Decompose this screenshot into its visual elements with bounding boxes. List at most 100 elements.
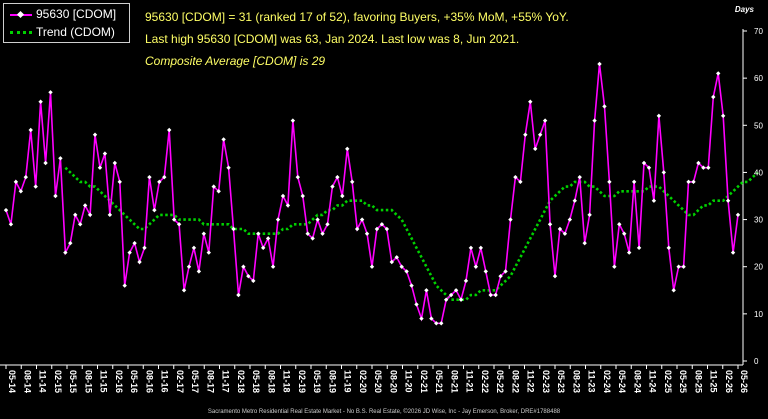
annotation-summary: 95630 [CDOM] = 31 (ranked 17 of 52), fav… <box>145 10 569 24</box>
cdom-point <box>419 316 424 321</box>
y-tick-label: 50 <box>754 121 763 130</box>
x-tick-label: 08-21 <box>449 370 459 393</box>
x-tick-label: 05-20 <box>373 370 383 393</box>
x-tick-label: 05-17 <box>190 370 200 393</box>
cdom-point <box>379 222 385 227</box>
x-tick-label: 11-17 <box>221 370 231 393</box>
x-tick-label: 02-19 <box>297 370 307 393</box>
cdom-point <box>53 193 58 199</box>
cdom-point <box>340 193 345 199</box>
x-tick-label: 02-17 <box>175 370 185 393</box>
cdom-point <box>236 292 241 298</box>
cdom-point <box>666 245 671 251</box>
cdom-point <box>453 288 459 293</box>
x-tick-label: 05-25 <box>678 370 688 393</box>
cdom-point <box>473 264 479 269</box>
x-axis-ticks: 05-14 08-14 11-14 02-15 05-15 08-15 11-15 02-16… <box>5 365 749 393</box>
cdom-point <box>681 264 686 269</box>
cdom-point <box>18 189 24 194</box>
cdom-point <box>77 222 83 227</box>
cdom-point <box>686 179 691 185</box>
x-tick-label: 02-18 <box>236 370 246 393</box>
cdom-point <box>320 231 325 236</box>
cdom-point <box>265 236 271 241</box>
x-tick-label: 11-23 <box>587 370 597 393</box>
x-tick-label: 02-22 <box>480 370 490 393</box>
cdom-point <box>305 231 310 236</box>
cdom-point <box>696 160 701 166</box>
x-tick-label: 05-14 <box>7 370 17 393</box>
cdom-point <box>602 104 607 109</box>
x-tick-label: 05-15 <box>68 370 78 393</box>
cdom-point <box>468 245 474 251</box>
cdom-point <box>567 217 573 222</box>
x-tick-label: 02-21 <box>419 370 429 393</box>
cdom-point <box>350 179 355 185</box>
cdom-point <box>117 179 122 185</box>
y-tick-label: 0 <box>754 357 759 366</box>
x-tick-label: 02-24 <box>602 370 612 393</box>
cdom-point <box>528 99 533 104</box>
cdom-series <box>3 61 741 326</box>
x-tick-label: 08-16 <box>144 370 154 393</box>
cdom-point <box>646 165 652 170</box>
cdom-point <box>720 113 726 119</box>
cdom-point <box>211 184 216 189</box>
cdom-point <box>181 288 187 293</box>
cdom-point <box>226 165 231 170</box>
cdom-point <box>458 297 464 302</box>
legend-label-trend: Trend (CDOM) <box>36 25 115 39</box>
x-tick-label: 11-20 <box>404 370 414 393</box>
chart-legend: 95630 [CDOM] Trend (CDOM) <box>3 3 130 43</box>
cdom-point <box>389 259 394 265</box>
cdom-point <box>186 264 192 269</box>
cdom-point <box>246 273 251 279</box>
x-tick-label: 11-25 <box>709 370 719 393</box>
x-tick-label: 08-19 <box>327 370 337 393</box>
x-tick-label: 05-22 <box>495 370 505 393</box>
cdom-point <box>488 292 493 298</box>
cdom-point <box>706 165 711 170</box>
x-tick-label: 08-14 <box>22 370 32 393</box>
cdom-point <box>345 146 350 152</box>
cdom-point <box>157 179 162 185</box>
cdom-point <box>424 288 429 293</box>
x-tick-label: 02-25 <box>663 370 673 393</box>
cdom-point <box>498 273 503 279</box>
y-tick-label: 60 <box>754 74 763 83</box>
x-tick-label: 05-16 <box>129 370 139 393</box>
x-tick-label: 11-15 <box>99 370 109 393</box>
cdom-point <box>260 245 266 251</box>
cdom-point <box>483 269 488 274</box>
cdom-point <box>626 250 632 255</box>
cdom-point <box>221 137 226 142</box>
cdom-point <box>68 240 73 246</box>
cdom-point <box>518 179 523 185</box>
cdom-point <box>127 250 132 255</box>
cdom-point <box>552 273 558 279</box>
cdom-point <box>443 297 449 302</box>
cdom-point <box>13 179 19 185</box>
cdom-point <box>142 245 147 251</box>
x-tick-label: 08-25 <box>693 370 703 393</box>
cdom-point <box>671 288 676 293</box>
cdom-point <box>542 118 548 123</box>
x-tick-label: 11-19 <box>343 370 353 393</box>
x-tick-label: 05-23 <box>556 370 566 393</box>
x-tick-label: 02-20 <box>358 370 368 393</box>
cdom-point <box>384 226 390 232</box>
cdom-point <box>330 184 335 189</box>
cdom-point <box>607 179 612 185</box>
cdom-point <box>295 174 301 180</box>
cdom-point <box>82 203 88 208</box>
cdom-point <box>162 174 167 180</box>
x-tick-label: 05-24 <box>617 370 627 393</box>
legend-item-trend: Trend (CDOM) <box>10 24 115 40</box>
cdom-point <box>241 264 246 269</box>
cdom-point <box>315 217 320 222</box>
cdom-point <box>270 264 276 269</box>
cdom-point <box>206 250 211 255</box>
cdom-point <box>73 212 78 218</box>
cdom-point <box>612 264 617 269</box>
y-tick-label: 30 <box>754 216 763 225</box>
